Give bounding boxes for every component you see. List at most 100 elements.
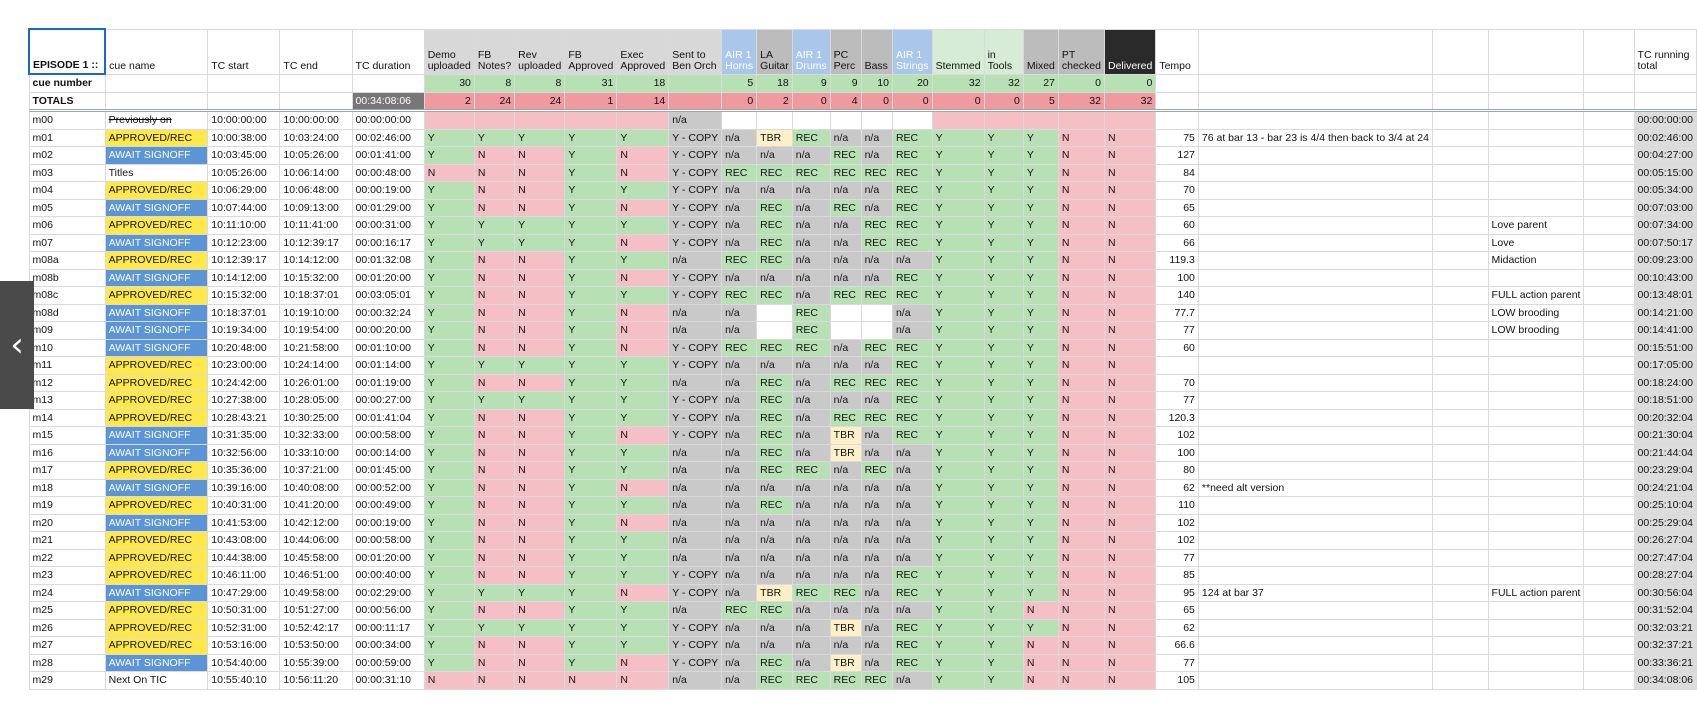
tc-duration-cell[interactable]: 00:00:52:00 (351, 478, 425, 497)
status-cell[interactable]: N (1103, 601, 1157, 620)
blank-cell[interactable] (1431, 653, 1489, 672)
status-cell[interactable]: N (1057, 566, 1105, 585)
cue-row[interactable]: m29 Next On TIC 10:55:40:10 10:56:11:20 00:0… (28, 671, 1697, 690)
blank-cell[interactable] (1431, 91, 1489, 112)
status-cell[interactable]: Y (616, 443, 670, 462)
cue-row[interactable]: m03 Titles 10:05:26:00 10:06:14:00 00:00:48:… (28, 163, 1697, 182)
blank-cell[interactable] (1583, 496, 1635, 515)
cue-name-cell[interactable]: Previously on (104, 110, 209, 130)
status-cell[interactable]: Y (931, 251, 985, 270)
blank-cell[interactable] (1431, 583, 1489, 602)
status-cell[interactable]: REC (756, 496, 793, 515)
status-cell[interactable]: N (1057, 461, 1105, 480)
status-cell[interactable]: N (1057, 128, 1105, 147)
blank-cell[interactable] (1583, 531, 1635, 550)
status-cell[interactable]: Y (983, 181, 1024, 200)
blank-cell[interactable] (1583, 583, 1635, 602)
note-cell[interactable] (1487, 268, 1585, 287)
cue-name-cell[interactable]: APPROVED/REC (104, 548, 209, 567)
status-cell[interactable]: N (514, 286, 566, 305)
status-cell[interactable]: N (473, 408, 516, 427)
status-cell[interactable]: Y (423, 513, 475, 532)
note-cell[interactable] (1197, 618, 1433, 637)
blank-cell[interactable] (1487, 91, 1585, 112)
tc-duration-cell[interactable]: 00:00:32:24 (351, 303, 425, 322)
blank-cell[interactable] (1155, 73, 1199, 93)
blank-cell[interactable] (1431, 321, 1489, 340)
header-track[interactable]: Exec Approved (616, 28, 670, 75)
status-cell[interactable]: Y (423, 601, 475, 620)
blank-cell[interactable] (1583, 426, 1635, 445)
status-cell[interactable]: N (1022, 671, 1059, 690)
status-cell[interactable]: Y (423, 636, 475, 655)
status-cell[interactable]: N (1103, 216, 1157, 235)
tempo-cell[interactable]: 84 (1155, 163, 1199, 182)
status-cell[interactable]: REC (791, 303, 831, 322)
header-track[interactable]: PT checked (1057, 28, 1105, 75)
status-cell[interactable]: Y - COPY (668, 268, 723, 287)
tempo-cell[interactable]: 60 (1155, 338, 1199, 357)
status-cell[interactable]: REC (756, 671, 793, 690)
tempo-cell[interactable]: 102 (1155, 426, 1199, 445)
status-cell[interactable]: N (1103, 163, 1157, 182)
note-cell[interactable] (1197, 268, 1433, 287)
note-cell[interactable]: 124 at bar 37 (1197, 583, 1433, 602)
blank-cell[interactable] (1583, 356, 1635, 375)
status-cell[interactable]: Y - COPY (668, 338, 723, 357)
tempo-cell[interactable]: 105 (1155, 671, 1199, 690)
status-cell[interactable]: Y (616, 461, 670, 480)
status-cell[interactable]: Y (931, 338, 985, 357)
tc-end-cell[interactable]: 10:24:14:00 (279, 356, 353, 375)
status-cell[interactable]: N (1057, 216, 1105, 235)
blank-cell[interactable] (1431, 478, 1489, 497)
running-total-cell[interactable]: 00:30:56:04 (1633, 583, 1697, 602)
cue-id[interactable]: m05 (28, 198, 106, 217)
tc-duration-cell[interactable]: 00:01:19:00 (351, 373, 425, 392)
blank-cell[interactable] (1431, 548, 1489, 567)
tc-duration-cell[interactable]: 00:00:19:00 (351, 513, 425, 532)
status-cell[interactable]: Y (423, 478, 475, 497)
status-cell[interactable]: n/a (829, 391, 862, 410)
cue-name-cell[interactable]: AWAIT SIGNOFF (104, 653, 209, 672)
status-cell[interactable]: Y (616, 636, 670, 655)
status-cell[interactable]: n/a (891, 601, 933, 620)
cue-row[interactable]: m07 AWAIT SIGNOFF 10:12:23:00 10:12:39:17 00… (28, 233, 1697, 252)
status-cell[interactable]: n/a (721, 146, 758, 165)
header-track[interactable]: Sent to Ben Orch (668, 28, 723, 75)
blank-cell[interactable] (1431, 110, 1489, 130)
running-total-cell[interactable]: 00:00:00:00 (1633, 110, 1697, 130)
status-cell[interactable]: Y (983, 496, 1024, 515)
status-cell[interactable] (473, 110, 516, 130)
status-cell[interactable]: n/a (668, 443, 723, 462)
header-track[interactable]: LA Guitar (756, 28, 793, 75)
status-cell[interactable]: N (1103, 268, 1157, 287)
cue-name-cell[interactable]: APPROVED/REC (104, 461, 209, 480)
status-cell[interactable]: n/a (860, 443, 893, 462)
status-cell[interactable]: Y (983, 443, 1024, 462)
tc-start-cell[interactable]: 10:32:56:00 (207, 443, 281, 462)
status-cell[interactable] (564, 110, 618, 130)
tc-duration-cell[interactable]: 00:01:14:00 (351, 356, 425, 375)
status-cell[interactable]: N (514, 198, 566, 217)
status-cell[interactable]: Y (514, 391, 566, 410)
cue-name-cell[interactable]: AWAIT SIGNOFF (104, 513, 209, 532)
note-cell[interactable] (1197, 216, 1433, 235)
running-total-cell[interactable]: 00:25:10:04 (1633, 496, 1697, 515)
status-cell[interactable]: Y (564, 251, 618, 270)
status-cell[interactable]: Y (616, 251, 670, 270)
cue-row[interactable]: m08a APPROVED/REC 10:12:39:17 10:14:12:00 00… (28, 251, 1697, 270)
status-cell[interactable]: Y (616, 391, 670, 410)
status-cell[interactable]: Y (564, 338, 618, 357)
status-cell[interactable]: n/a (860, 548, 893, 567)
status-cell[interactable]: n/a (791, 653, 831, 672)
running-total-cell[interactable]: 00:28:27:04 (1633, 566, 1697, 585)
cue-number-cell[interactable]: 30 (423, 73, 475, 93)
running-total-cell[interactable]: 00:10:43:00 (1633, 268, 1697, 287)
note-cell[interactable]: Midaction (1487, 251, 1585, 270)
status-cell[interactable]: n/a (791, 618, 831, 637)
tc-duration-cell[interactable]: 00:00:58:00 (351, 531, 425, 550)
status-cell[interactable]: n/a (721, 443, 758, 462)
status-cell[interactable]: N (473, 426, 516, 445)
blank-cell[interactable] (1431, 461, 1489, 480)
status-cell[interactable]: N (1057, 671, 1105, 690)
